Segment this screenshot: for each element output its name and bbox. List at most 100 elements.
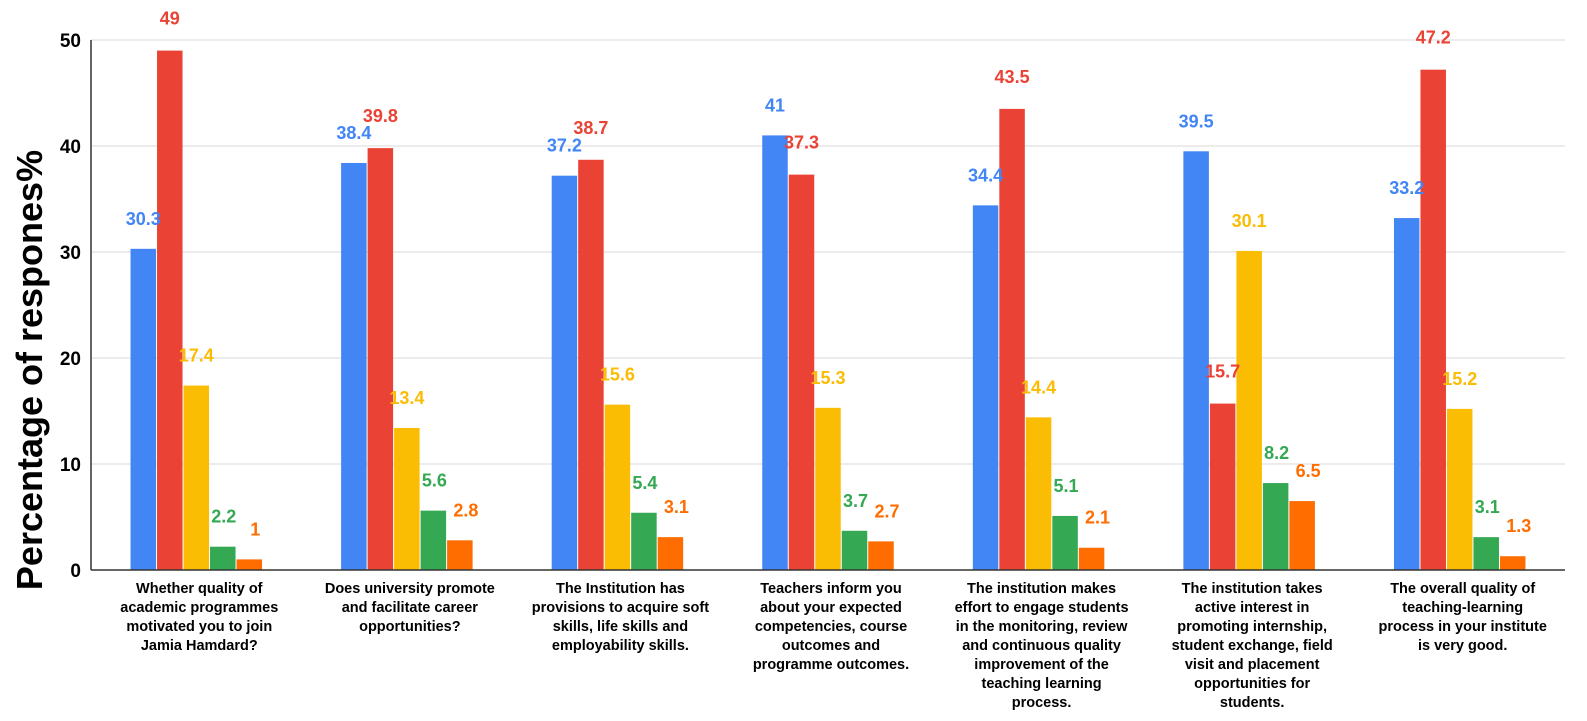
- category-label: The Institution has provisions to acquire…: [532, 581, 709, 654]
- category-label: Teachers inform you about your expected co…: [753, 581, 909, 673]
- bar: [868, 541, 894, 570]
- bar: [394, 427, 420, 570]
- bar: [631, 512, 657, 570]
- category-label-line: and continuous quality: [962, 638, 1121, 654]
- category-labels: Whether quality of academic programmes mot…: [120, 581, 1547, 711]
- bar: [657, 537, 684, 570]
- category-label-line: provisions to acquire soft: [532, 600, 709, 616]
- y-tick-label: 40: [60, 137, 81, 158]
- value-label: 5.4: [632, 473, 657, 493]
- category-label-line: is very good.: [1418, 638, 1507, 654]
- value-label: 15.6: [600, 365, 635, 385]
- value-label: 37.2: [547, 136, 582, 156]
- value-label: 38.4: [336, 123, 371, 143]
- value-label: 3.1: [1475, 497, 1500, 517]
- y-tick-label: 10: [60, 455, 81, 476]
- category-label-line: academic programmes: [120, 600, 278, 616]
- value-label: 5.1: [1054, 476, 1079, 496]
- bar: [1446, 408, 1473, 570]
- category-label-line: teaching-learning: [1402, 600, 1523, 616]
- category-label-line: Teachers inform you: [760, 581, 902, 597]
- category-label-line: visit and placement: [1185, 657, 1320, 673]
- value-label: 14.4: [1021, 377, 1056, 397]
- value-label: 3.7: [843, 491, 868, 511]
- category-label-line: opportunities for: [1194, 676, 1310, 692]
- category-label-line: The overall quality of: [1390, 581, 1535, 597]
- value-label: 15.7: [1205, 362, 1240, 382]
- value-label: 15.2: [1442, 369, 1477, 389]
- bar: [762, 135, 788, 570]
- bar: [1052, 515, 1078, 570]
- value-label: 49: [160, 9, 180, 29]
- gridlines: [91, 39, 1565, 465]
- value-label: 41: [765, 95, 785, 115]
- category-label: Whether quality of academic programmes mot…: [120, 581, 278, 654]
- category-label: The overall quality of teaching-learning p…: [1379, 581, 1547, 654]
- bar: [1236, 250, 1262, 570]
- bar: [1473, 537, 1499, 570]
- category-label-line: employability skills.: [552, 638, 689, 654]
- category-label-line: outcomes and: [782, 638, 880, 654]
- bar: [157, 50, 183, 571]
- category-label-line: improvement of the: [974, 657, 1109, 673]
- value-label: 13.4: [389, 388, 424, 408]
- value-label: 2.7: [874, 501, 899, 521]
- y-tick-label: 20: [60, 349, 81, 370]
- category-label-line: skills, life skills and: [553, 619, 688, 635]
- category-label-line: process in your institute: [1379, 619, 1547, 635]
- bar: [236, 559, 263, 570]
- value-label: 33.2: [1389, 178, 1424, 198]
- y-axis-label: Percentage of respones%: [9, 150, 50, 590]
- value-label: 3.1: [664, 497, 689, 517]
- bar: [1078, 547, 1105, 570]
- bar: [1499, 556, 1526, 570]
- category-label-line: programme outcomes.: [753, 657, 909, 673]
- value-label: 5.6: [422, 471, 447, 491]
- bar: [1025, 417, 1052, 570]
- value-label: 15.3: [810, 368, 845, 388]
- category-label: Does university promote and facilitate ca…: [325, 581, 495, 635]
- value-label: 39.5: [1179, 111, 1214, 131]
- category-label-line: Whether quality of: [136, 581, 263, 597]
- bars: [130, 50, 1526, 571]
- bar: [1393, 218, 1420, 570]
- value-label: 17.4: [179, 346, 214, 366]
- bar: [972, 205, 999, 571]
- bar: [1289, 501, 1315, 570]
- bar: [1420, 69, 1446, 571]
- bar: [420, 510, 447, 570]
- value-label: 2.8: [453, 500, 478, 520]
- value-label: 1: [250, 519, 260, 539]
- category-label-line: effort to engage students: [955, 600, 1129, 616]
- value-label: 30.1: [1232, 211, 1267, 231]
- value-label: 39.8: [363, 106, 398, 126]
- y-axis-ticks: 0 10 20 30 40 50: [60, 31, 81, 582]
- bar: [1183, 151, 1209, 571]
- value-label: 6.5: [1296, 461, 1321, 481]
- value-label: 8.2: [1264, 443, 1289, 463]
- category-label-line: Does university promote: [325, 581, 495, 597]
- category-label-line: motivated you to join: [126, 619, 272, 635]
- bar: [841, 530, 868, 570]
- category-label-line: The Institution has: [556, 581, 685, 597]
- value-label: 2.2: [211, 507, 236, 527]
- bar: [210, 546, 236, 570]
- bar: [999, 108, 1025, 571]
- category-label-line: and facilitate career: [342, 600, 479, 616]
- category-label-line: promoting internship,: [1177, 619, 1327, 635]
- category-label-line: students.: [1220, 695, 1284, 711]
- category-label-line: student exchange, field: [1172, 638, 1333, 654]
- bar: [447, 540, 473, 570]
- category-label-line: in the monitoring, review: [956, 619, 1128, 635]
- category-label-line: The institution takes: [1182, 581, 1323, 597]
- bar: [367, 148, 394, 570]
- y-tick-label: 30: [60, 243, 81, 264]
- category-label-line: process.: [1012, 695, 1072, 711]
- category-label-line: opportunities?: [359, 619, 461, 635]
- category-label-line: Jamia Hamdard?: [141, 638, 258, 654]
- value-label: 43.5: [995, 67, 1030, 87]
- bar: [578, 159, 604, 570]
- bar: [815, 407, 841, 570]
- bar: [604, 404, 631, 570]
